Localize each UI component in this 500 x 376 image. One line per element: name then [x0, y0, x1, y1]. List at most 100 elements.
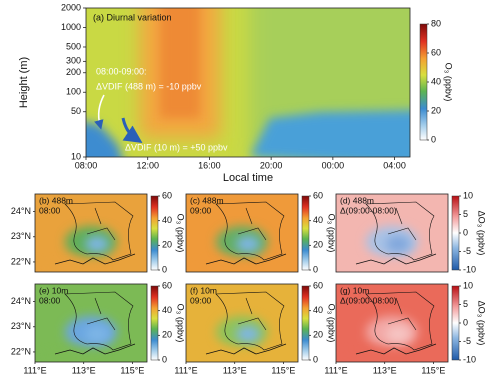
- colorbar: [451, 195, 460, 271]
- colorbar-tick-label: 0: [463, 317, 468, 327]
- lat-tick-label: 23°N: [11, 321, 31, 331]
- colorbar-tick-label: 0: [463, 227, 468, 237]
- panel-title: (g) 10m: [340, 285, 369, 295]
- map-frame: [34, 193, 148, 273]
- map-core: [85, 326, 109, 342]
- field-morning-low: [86, 122, 122, 157]
- colorbar-tick-label: 80: [431, 18, 441, 28]
- colorbar-tick-label: 60: [162, 190, 172, 200]
- boundary: [64, 291, 134, 351]
- colorbar-label: O₃ (ppbv): [176, 304, 186, 343]
- colorbar-tick-label: 40: [162, 305, 172, 315]
- colorbar: [419, 23, 428, 141]
- coastline: [355, 343, 437, 355]
- annotation: ΔVDIF (488 m) = -10 ppbv: [96, 81, 202, 91]
- y-tick-label: 10: [71, 151, 81, 161]
- colorbar-tick-label: 60: [313, 280, 323, 290]
- colorbar-label: O₃ (ppbv): [327, 214, 337, 253]
- lat-tick-label: 23°N: [11, 231, 31, 241]
- boundary: [365, 291, 435, 351]
- plot-frame: [85, 7, 411, 158]
- y-tick-label: 1000: [61, 22, 81, 32]
- y-tick-label: 100: [66, 87, 81, 97]
- y-tick-label: 500: [66, 41, 81, 51]
- panel-title: Δ(09:00-08:00): [340, 205, 397, 215]
- y-tick-label: 300: [66, 56, 81, 66]
- colorbar-tick-label: 10: [463, 280, 473, 290]
- colorbar-tick-label: 20: [162, 240, 172, 250]
- lon-tick-label: 115°E: [421, 365, 445, 375]
- boundary: [64, 201, 134, 261]
- lat-tick-label: 24°N: [11, 206, 31, 216]
- colorbar: [150, 285, 159, 361]
- map-frame: [185, 283, 299, 363]
- map-core: [386, 236, 410, 252]
- y-axis-label: Height (m): [18, 57, 30, 108]
- colorbar: [301, 285, 310, 361]
- colorbar-tick-label: -5: [463, 336, 471, 346]
- panel-title: (c) 488m: [190, 195, 224, 205]
- panel-title: 09:00: [190, 205, 212, 215]
- lon-tick-label: 113°E: [373, 365, 397, 375]
- colorbar-tick-label: 40: [162, 215, 172, 225]
- lon-tick-label: 111°E: [324, 365, 347, 375]
- panel-title: (e) 10m: [39, 285, 68, 295]
- lon-tick-label: 111°E: [23, 365, 46, 375]
- arrow: [94, 94, 105, 130]
- y-tick-label: 50: [71, 106, 81, 116]
- x-tick-label: 16:00: [198, 160, 221, 170]
- map-core: [236, 326, 260, 342]
- colorbar-tick-label: 0: [313, 264, 318, 274]
- x-tick-label: 04:00: [383, 160, 406, 170]
- lon-tick-label: 111°E: [174, 365, 197, 375]
- coastline: [205, 343, 287, 355]
- colorbar-tick-label: 0: [162, 264, 167, 274]
- map-field: [336, 194, 448, 272]
- map-field: [186, 194, 298, 272]
- colorbar-tick-label: 20: [162, 330, 172, 340]
- colorbar-label: O₃ (ppbv): [327, 304, 337, 343]
- coastline: [54, 253, 136, 265]
- panel-title: (d) 488m: [340, 195, 374, 205]
- colorbar-label: O₃ (ppbv): [444, 63, 454, 102]
- lon-tick-label: 113°E: [223, 365, 247, 375]
- panel-title: (b) 488m: [39, 195, 73, 205]
- map-field: [186, 284, 298, 362]
- lat-tick-label: 24°N: [11, 296, 31, 306]
- map-frame: [185, 193, 299, 273]
- colorbar-tick-label: 20: [313, 330, 323, 340]
- colorbar-tick-label: 20: [313, 240, 323, 250]
- colorbar-tick-label: 0: [431, 134, 436, 144]
- x-tick-label: 08:00: [75, 160, 98, 170]
- field-peak-core: [160, 8, 200, 118]
- field-night-low: [250, 110, 410, 157]
- colorbar-label: ΔO₃ (ppbv): [477, 211, 487, 256]
- map-frame: [34, 283, 148, 363]
- annotation: ΔVDIF (10 m) = +50 ppbv: [125, 142, 228, 152]
- colorbar-tick-label: 20: [431, 105, 441, 115]
- map-core: [85, 236, 109, 252]
- lon-tick-label: 115°E: [271, 365, 295, 375]
- lat-tick-label: 22°N: [11, 256, 31, 266]
- colorbar-tick-label: 10: [463, 190, 473, 200]
- colorbar-tick-label: 0: [313, 354, 318, 364]
- panel-title: (f) 10m: [190, 285, 217, 295]
- boundary: [365, 201, 435, 261]
- panel-title: Δ(09:00-08:00): [340, 295, 397, 305]
- map-frame: [335, 283, 449, 363]
- map-field: [35, 284, 147, 362]
- colorbar-tick-label: 0: [162, 354, 167, 364]
- colorbar-tick-label: 5: [463, 209, 468, 219]
- coastline: [54, 343, 136, 355]
- colorbar-tick-label: 5: [463, 299, 468, 309]
- colorbar-tick-label: 60: [162, 280, 172, 290]
- colorbar-label: ΔO₃ (ppbv): [477, 301, 487, 346]
- x-tick-label: 20:00: [260, 160, 283, 170]
- colorbar-tick-label: -5: [463, 246, 471, 256]
- panel-title: 08:00: [39, 295, 61, 305]
- panel-title: 08:00: [39, 205, 61, 215]
- arrow: [121, 117, 143, 143]
- y-tick-label: 2000: [61, 2, 81, 12]
- map-frame: [335, 193, 449, 273]
- boundary: [215, 291, 285, 351]
